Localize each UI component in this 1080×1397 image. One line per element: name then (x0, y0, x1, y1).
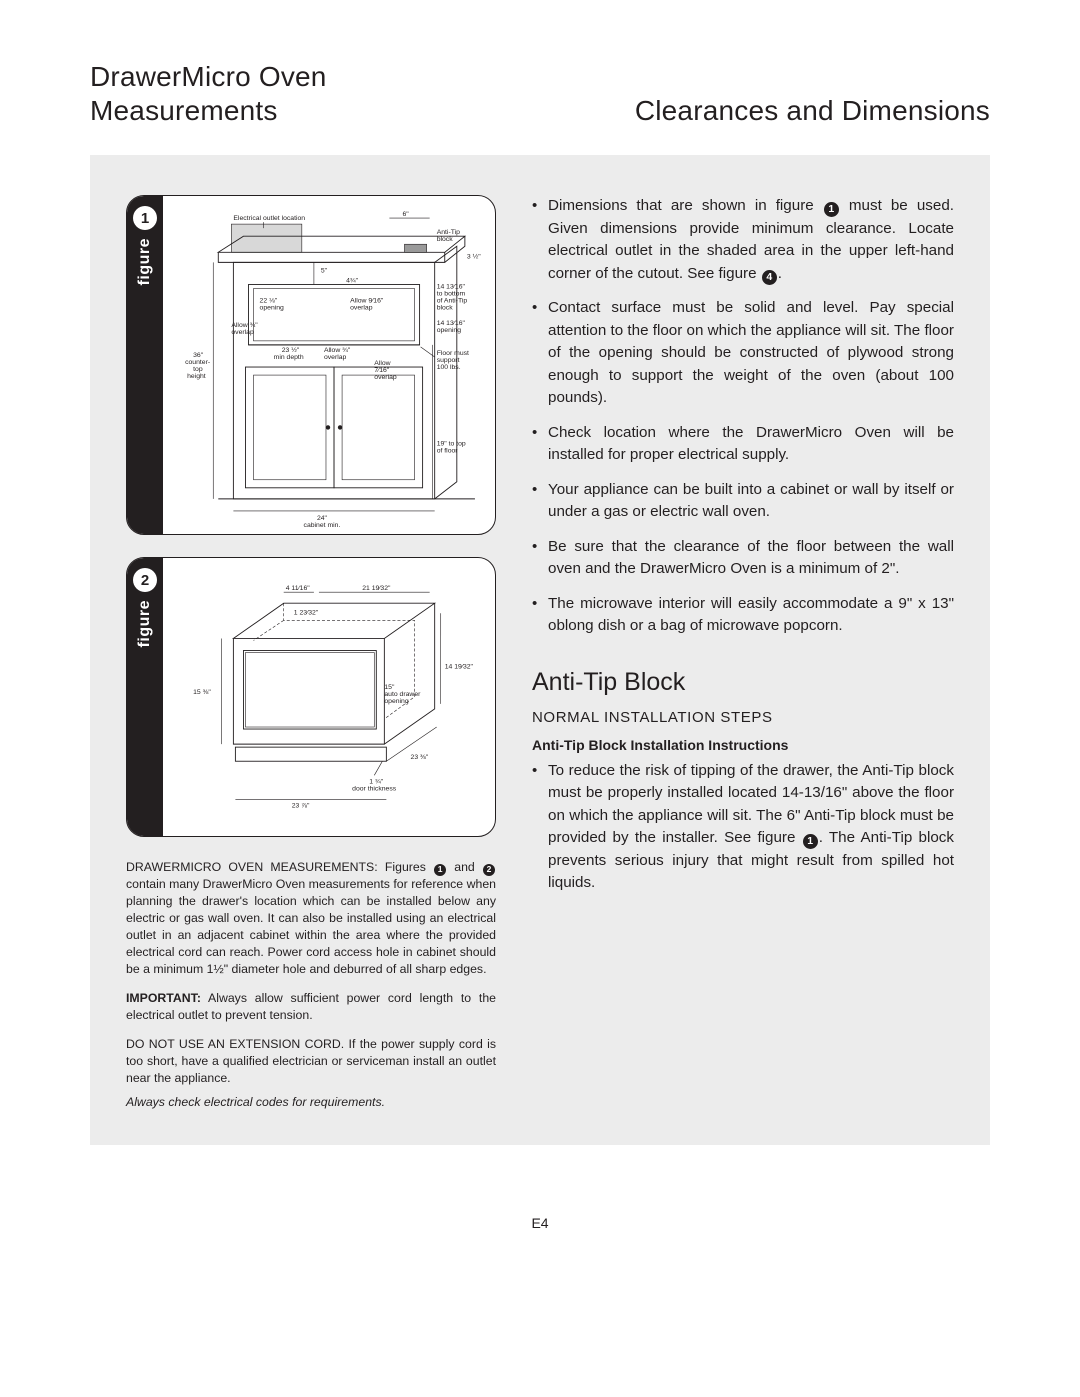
svg-text:23 ⅞": 23 ⅞" (292, 803, 310, 810)
svg-text:Allow ¾": Allow ¾" (324, 347, 351, 354)
caption-badge-1: 1 (434, 864, 446, 876)
clearance-bullet-3: Check location where the DrawerMicro Ove… (532, 422, 954, 467)
header-left-line2: Measurements (90, 95, 278, 126)
figure-2-label: figure (136, 600, 154, 647)
svg-text:100 lbs.: 100 lbs. (437, 364, 461, 371)
svg-text:23 ½": 23 ½" (282, 346, 300, 354)
svg-text:support: support (437, 357, 460, 364)
svg-text:to bottom: to bottom (437, 291, 466, 298)
caption-pre: Figures (385, 860, 426, 874)
svg-text:1 ¾": 1 ¾" (369, 779, 383, 786)
svg-text:5": 5" (321, 268, 328, 275)
clearance-bullet-2: Contact surface must be solid and level.… (532, 297, 954, 410)
svg-text:cabinet min.: cabinet min. (304, 522, 341, 528)
clearance-bullet-4: Your appliance can be built into a cabin… (532, 479, 954, 524)
svg-text:overlap: overlap (374, 374, 397, 381)
svg-text:Allow: Allow (374, 360, 390, 367)
svg-text:min depth: min depth (274, 354, 304, 361)
clearance-bullet-1: Dimensions that are shown in figure 1 mu… (532, 195, 954, 285)
figure-1-body: 6" Electrical outlet location Anti-Tip b… (163, 196, 495, 535)
svg-text:4 11⁄16": 4 11⁄16" (286, 585, 311, 592)
figure-2-tab: 2 figure (127, 558, 163, 836)
svg-text:21 19⁄32": 21 19⁄32" (362, 585, 391, 592)
clearance-bullet-6: The microwave interior will easily accom… (532, 593, 954, 638)
svg-text:height: height (187, 373, 206, 380)
svg-text:7⁄16": 7⁄16" (374, 367, 390, 374)
svg-text:overlap: overlap (324, 354, 347, 361)
svg-text:36": 36" (193, 352, 204, 359)
svg-text:14 19⁄32": 14 19⁄32" (445, 664, 474, 671)
figure-2-number-badge: 2 (133, 568, 157, 592)
header-left: DrawerMicro Oven Measurements (90, 60, 327, 127)
header-right: Clearances and Dimensions (635, 94, 990, 128)
page: DrawerMicro Oven Measurements Clearances… (0, 0, 1080, 1271)
svg-text:15 ⅜": 15 ⅜" (193, 689, 211, 696)
svg-text:auto drawer: auto drawer (384, 691, 421, 698)
dim-anti-tip-lbl: Anti-Tip (437, 229, 460, 236)
svg-text:block: block (437, 305, 454, 312)
figure-1-tab: 1 figure (127, 196, 163, 534)
svg-text:opening: opening (260, 305, 285, 312)
anti-tip-heading: Anti-Tip Block (532, 664, 954, 701)
page-number: E4 (90, 1215, 990, 1231)
no-extension-note: DO NOT USE AN EXTENSION CORD. If the pow… (126, 1036, 496, 1087)
svg-text:19" to top: 19" to top (437, 441, 466, 448)
svg-text:22 ⅛": 22 ⅛" (260, 298, 278, 305)
right-column: Dimensions that are shown in figure 1 mu… (532, 195, 954, 1109)
figure-2-box: 2 figure (126, 557, 496, 837)
svg-text:of Anti-Tip: of Anti-Tip (437, 298, 468, 305)
clearances-bullets: Dimensions that are shown in figure 1 mu… (532, 195, 954, 638)
bullet1-badge-1: 1 (824, 202, 839, 217)
caption-lead: DRAWERMICRO OVEN MEASUREMENTS: (126, 860, 378, 874)
anti-tip-subhead: NORMAL INSTALLATION STEPS (532, 707, 954, 729)
caption-body: contain many DrawerMicro Oven measuremen… (126, 877, 496, 976)
clearance-bullet-5: Be sure that the clearance of the floor … (532, 536, 954, 581)
svg-text:14 13⁄16": 14 13⁄16" (437, 284, 466, 291)
figure-1-box: 1 figure (126, 195, 496, 535)
figure-1-number-badge: 1 (133, 206, 157, 230)
svg-text:overlap: overlap (231, 329, 254, 336)
dim-top-gap: 6" (402, 211, 409, 218)
svg-text:24": 24" (317, 515, 328, 522)
svg-text:counter-: counter- (185, 359, 210, 366)
anti-tip-bullet-1: To reduce the risk of tipping of the dra… (532, 760, 954, 895)
figure-2-diagram: 4 11⁄16" 21 19⁄32" 1 23⁄32" 15 ⅜" 15" au… (173, 568, 485, 830)
figure-1-diagram: 6" Electrical outlet location Anti-Tip b… (173, 206, 485, 528)
svg-text:Allow ¾": Allow ¾" (231, 322, 258, 329)
svg-text:Floor must: Floor must (437, 350, 469, 357)
svg-text:15": 15" (384, 684, 395, 691)
figures-caption: DRAWERMICRO OVEN MEASUREMENTS: Figures 1… (126, 859, 496, 978)
bullet1-badge-4: 4 (762, 270, 777, 285)
left-column: 1 figure (126, 195, 496, 1109)
svg-text:opening: opening (384, 698, 409, 705)
important-note: IMPORTANT: Always allow sufficient power… (126, 990, 496, 1024)
anti-tip-subhead2: Anti-Tip Block Installation Instructions (532, 735, 954, 756)
codes-note: Always check electrical codes for requir… (126, 1095, 496, 1109)
svg-text:1 23⁄32": 1 23⁄32" (294, 609, 319, 616)
svg-text:14 13⁄16": 14 13⁄16" (437, 320, 466, 327)
content-area: 1 figure (90, 155, 990, 1145)
svg-text:opening: opening (437, 327, 462, 334)
header-left-line1: DrawerMicro Oven (90, 61, 327, 92)
figure-2-body: 4 11⁄16" 21 19⁄32" 1 23⁄32" 15 ⅜" 15" au… (163, 558, 495, 837)
svg-text:of floor: of floor (437, 448, 459, 455)
svg-text:block: block (437, 236, 454, 243)
figure-1-label: figure (136, 238, 154, 285)
caption-badge-2: 2 (483, 864, 495, 876)
svg-text:door thickness: door thickness (352, 786, 397, 793)
page-header: DrawerMicro Oven Measurements Clearances… (90, 60, 990, 127)
important-label: IMPORTANT: (126, 991, 201, 1005)
caption-mid: and (454, 860, 475, 874)
svg-text:overlap: overlap (350, 305, 373, 312)
svg-text:3 ½": 3 ½" (467, 253, 481, 261)
svg-text:Allow 9⁄16": Allow 9⁄16" (350, 298, 384, 305)
svg-text:4¾": 4¾" (346, 278, 358, 285)
anti-tip-badge-1: 1 (803, 834, 818, 849)
svg-text:top: top (193, 366, 203, 373)
dim-outlet: Electrical outlet location (233, 215, 305, 222)
svg-text:23 ⅜": 23 ⅜" (411, 754, 429, 761)
anti-tip-bullets: To reduce the risk of tipping of the dra… (532, 760, 954, 895)
